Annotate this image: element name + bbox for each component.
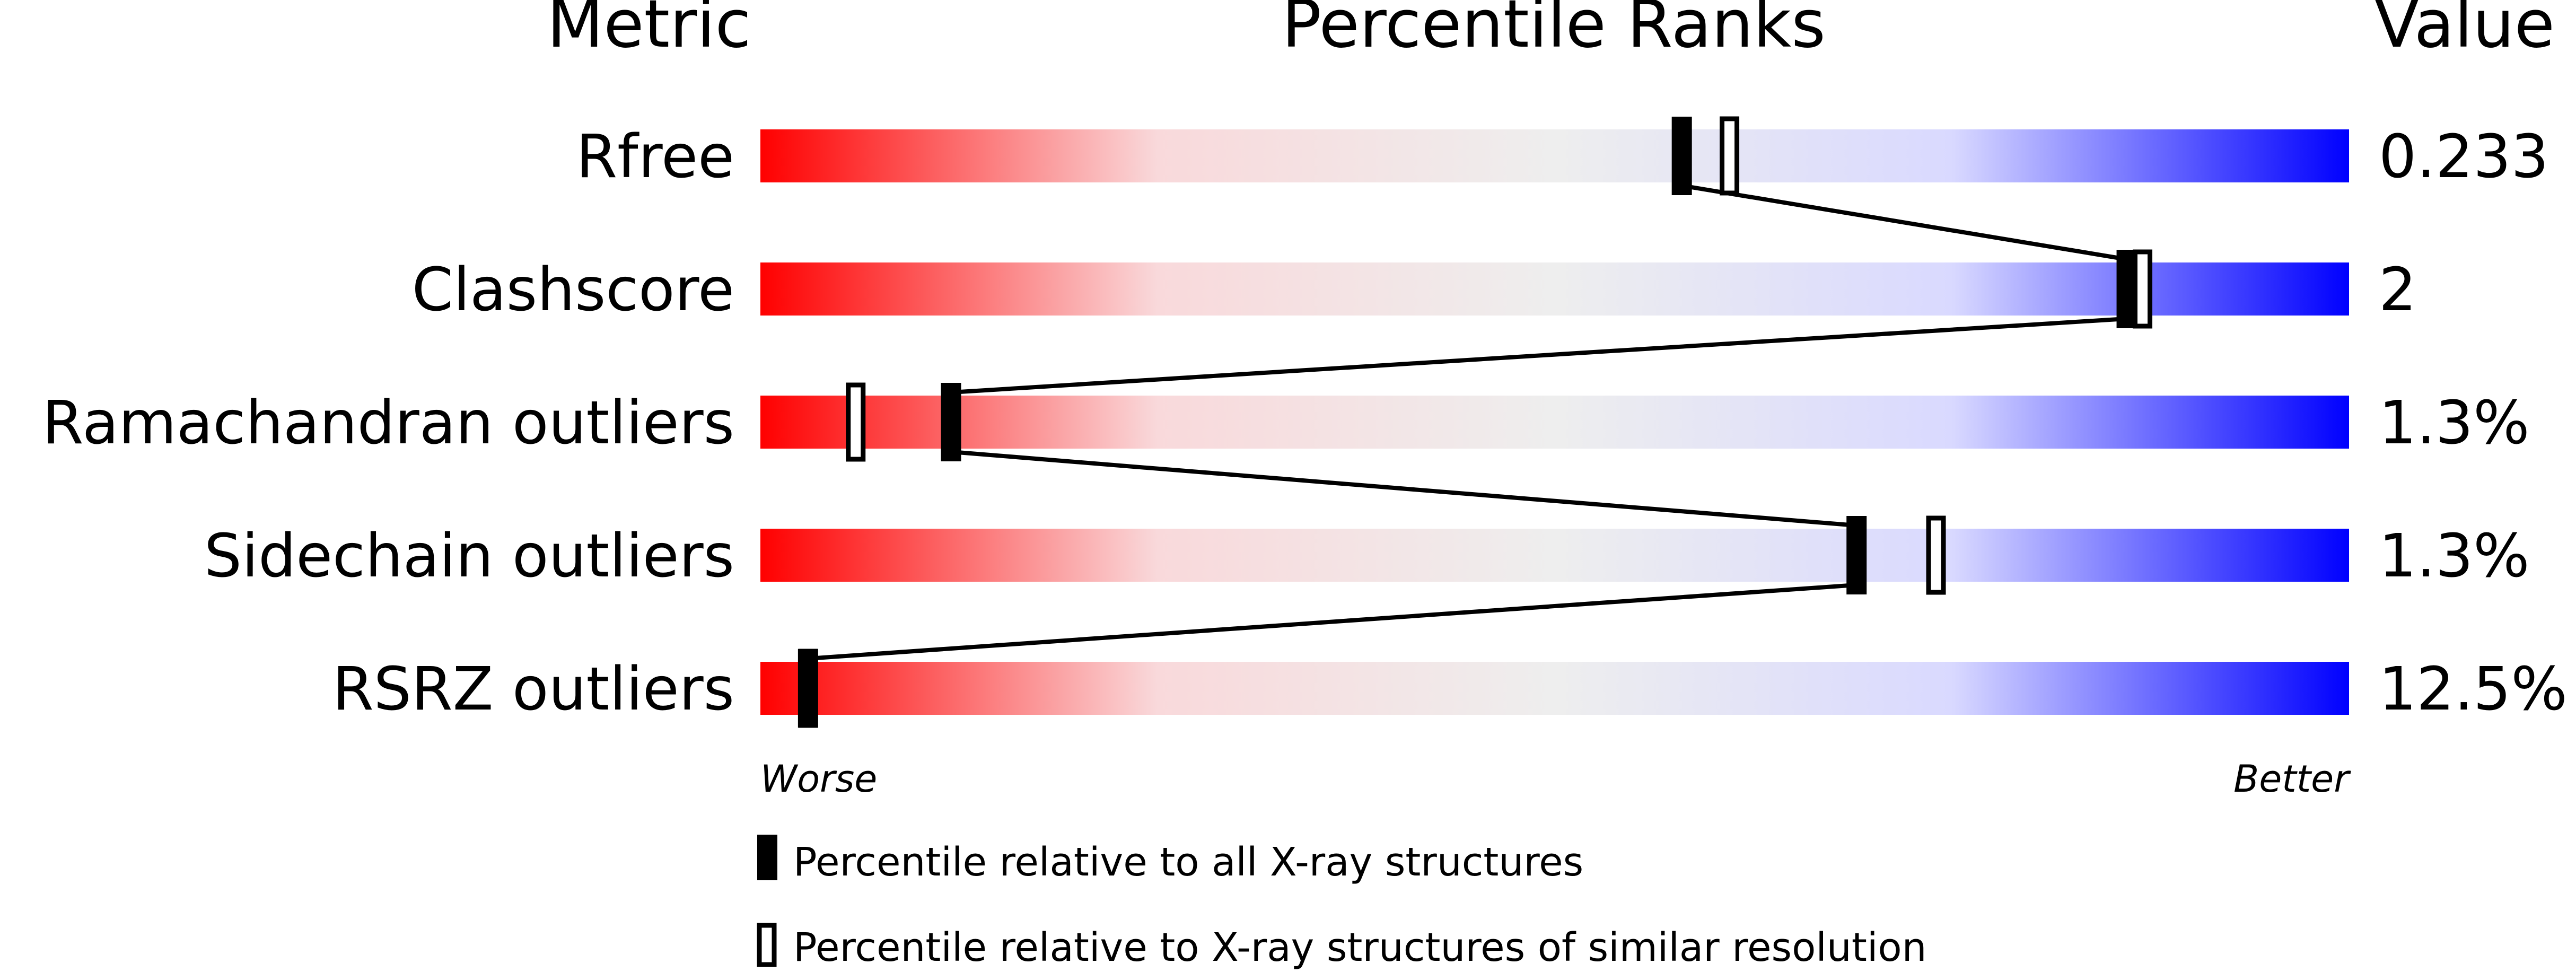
- marker-similar-resolution: [2133, 249, 2153, 329]
- marker-all-structures: [2116, 250, 2137, 328]
- legend-filled-label: Percentile relative to all X-ray structu…: [793, 839, 1583, 885]
- percentile-bar: [760, 529, 2349, 582]
- metric-label: RSRZ outliers: [332, 655, 734, 724]
- legend-open-label: Percentile relative to X-ray structures …: [793, 925, 1927, 970]
- connector-line: [951, 450, 1857, 528]
- metric-value: 1.3%: [2379, 389, 2530, 458]
- header-metric: Metric: [547, 0, 751, 63]
- legend-filled-marker: [757, 835, 777, 880]
- metric-value: 1.3%: [2379, 522, 2530, 591]
- marker-all-structures: [798, 649, 818, 728]
- metric-label: Clashscore: [412, 256, 734, 325]
- marker-all-structures: [1846, 516, 1867, 594]
- connector-line: [808, 583, 1857, 661]
- metric-label: Rfree: [576, 122, 734, 191]
- percentile-bar: [760, 129, 2349, 182]
- connector-line: [951, 317, 2127, 395]
- marker-similar-resolution: [846, 382, 866, 462]
- percentile-bar: [760, 396, 2349, 449]
- header-percentile-ranks: Percentile Ranks: [1282, 0, 1826, 63]
- marker-all-structures: [1671, 117, 1692, 195]
- metric-label: Sidechain outliers: [204, 522, 734, 591]
- legend-open-marker: [757, 923, 777, 967]
- percentile-bar: [760, 262, 2349, 316]
- worse-label: Worse: [760, 757, 877, 801]
- marker-similar-resolution: [1926, 515, 1946, 595]
- header-value: Value: [2374, 0, 2555, 63]
- marker-similar-resolution: [1720, 116, 1740, 196]
- metric-label: Ramachandran outliers: [42, 389, 734, 458]
- metric-value: 2: [2379, 256, 2416, 325]
- percentile-bar: [760, 662, 2349, 715]
- metric-value: 12.5%: [2379, 655, 2568, 724]
- metric-value: 0.233: [2379, 122, 2549, 191]
- marker-all-structures: [941, 383, 961, 461]
- connector-line: [1681, 183, 2127, 261]
- better-label: Better: [2233, 757, 2351, 801]
